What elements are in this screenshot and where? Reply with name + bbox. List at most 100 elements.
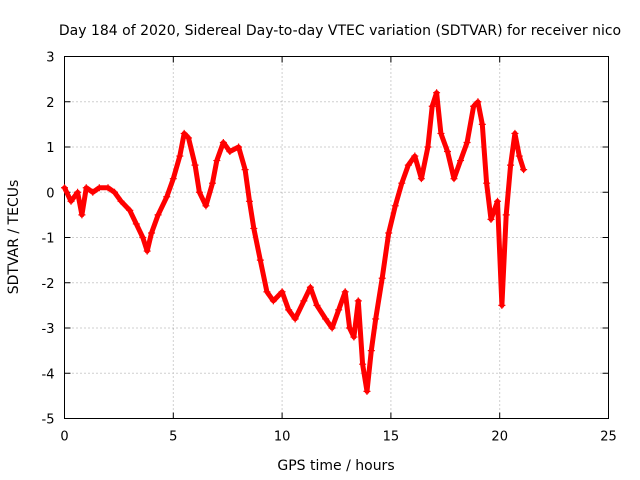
data-point [470,102,478,110]
data-point [404,161,412,169]
data-point [450,175,458,183]
data-point [494,197,502,205]
data-point [417,175,425,183]
data-point [241,166,249,174]
x-tick-label: 5 [169,430,177,445]
data-point [154,211,162,219]
data-point [498,301,506,309]
data-point [457,157,465,165]
data-point [515,152,523,160]
y-tick-label: -3 [42,322,55,337]
data-point [350,333,358,341]
data-point [95,184,103,192]
y-tick-label: 3 [46,51,54,66]
y-tick-label: -2 [42,277,55,292]
data-point [335,306,343,314]
data-point [111,188,119,196]
data-point [278,288,286,296]
data-point [139,234,147,241]
data-point [285,306,293,314]
data-point [474,98,482,106]
y-tick-label: 2 [46,96,54,111]
data-point [433,89,441,97]
data-point [478,120,486,128]
data-point [195,188,203,196]
data-point [163,193,171,201]
data-point [169,175,177,183]
data-point [176,152,184,160]
y-tick-label: -5 [42,413,55,428]
series-trace [62,90,527,394]
data-point [385,229,393,237]
data-point [61,184,68,192]
data-point [372,315,380,323]
data-point [89,188,97,196]
data-point [428,102,436,110]
data-point [437,129,445,137]
data-point [213,157,221,165]
x-tick-label: 25 [600,430,617,445]
data-point [226,148,234,156]
y-tick-label: -4 [42,367,55,382]
data-point [78,211,86,219]
data-point [520,166,528,174]
data-point [263,288,271,296]
data-point [359,360,367,368]
data-point [291,315,299,323]
data-point [74,188,82,196]
data-point [341,288,349,296]
data-point [219,138,227,146]
data-point [148,229,156,237]
data-point [502,211,510,219]
chart-title: Day 184 of 2020, Sidereal Day-to-day VTE… [59,23,621,39]
data-point [235,143,243,151]
data-point [269,297,277,305]
data-point [346,324,354,332]
series-layer [61,89,528,395]
data-point [132,220,140,228]
x-tick-label: 20 [491,430,508,445]
data-point [306,283,314,291]
y-tick-label: 0 [46,186,54,201]
data-point [67,197,75,205]
data-point [487,215,495,223]
data-point [256,256,264,264]
data-point [82,184,90,192]
data-point [463,138,471,146]
data-point [202,202,210,210]
data-point [104,184,112,192]
data-point [185,134,193,142]
y-tick-label: 1 [46,141,54,156]
x-tick-label: 10 [274,430,291,445]
data-point [411,152,419,160]
data-point [443,148,451,156]
y-tick-label: -1 [42,232,55,247]
data-point [328,324,336,332]
data-point [507,161,515,169]
data-point [313,301,321,309]
y-axis-label: SDTVAR / TECUs [6,180,22,295]
x-tick-label: 15 [383,430,400,445]
data-point [398,179,406,187]
data-point [354,297,362,305]
data-point [245,197,253,205]
data-point [117,197,125,205]
data-point [391,202,399,210]
data-point [322,315,330,323]
data-point [363,387,371,395]
data-point [483,179,491,187]
x-axis-label: GPS time / hours [277,458,394,474]
data-point [511,129,519,137]
data-point [250,224,258,232]
tick-layer: 0 5 10 15 20 25 -5 -4 -3 -2 -1 0 1 2 3 [42,51,617,445]
data-point [300,297,308,305]
data-point [180,129,188,137]
x-tick-label: 0 [60,430,68,445]
data-point [208,179,216,187]
data-point [367,347,375,355]
data-point [424,143,432,151]
data-point [126,206,134,214]
data-point [143,247,151,255]
data-point [378,274,386,282]
